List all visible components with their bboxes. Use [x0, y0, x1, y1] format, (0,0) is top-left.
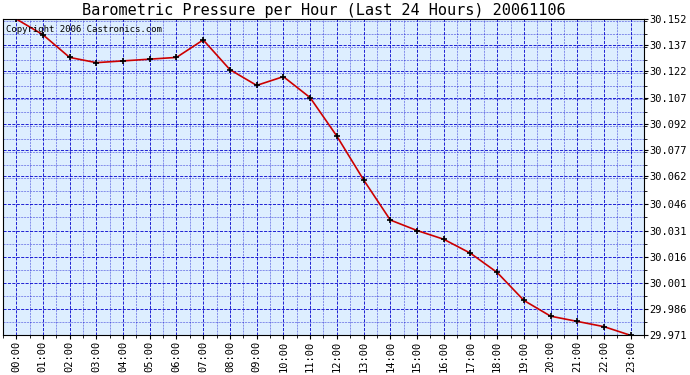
Title: Barometric Pressure per Hour (Last 24 Hours) 20061106: Barometric Pressure per Hour (Last 24 Ho… [81, 3, 565, 18]
Text: Copyright 2006 Castronics.com: Copyright 2006 Castronics.com [6, 25, 162, 34]
